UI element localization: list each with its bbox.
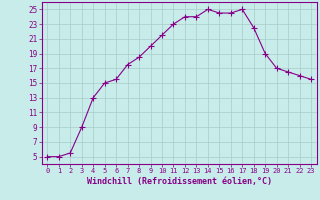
X-axis label: Windchill (Refroidissement éolien,°C): Windchill (Refroidissement éolien,°C) [87,177,272,186]
